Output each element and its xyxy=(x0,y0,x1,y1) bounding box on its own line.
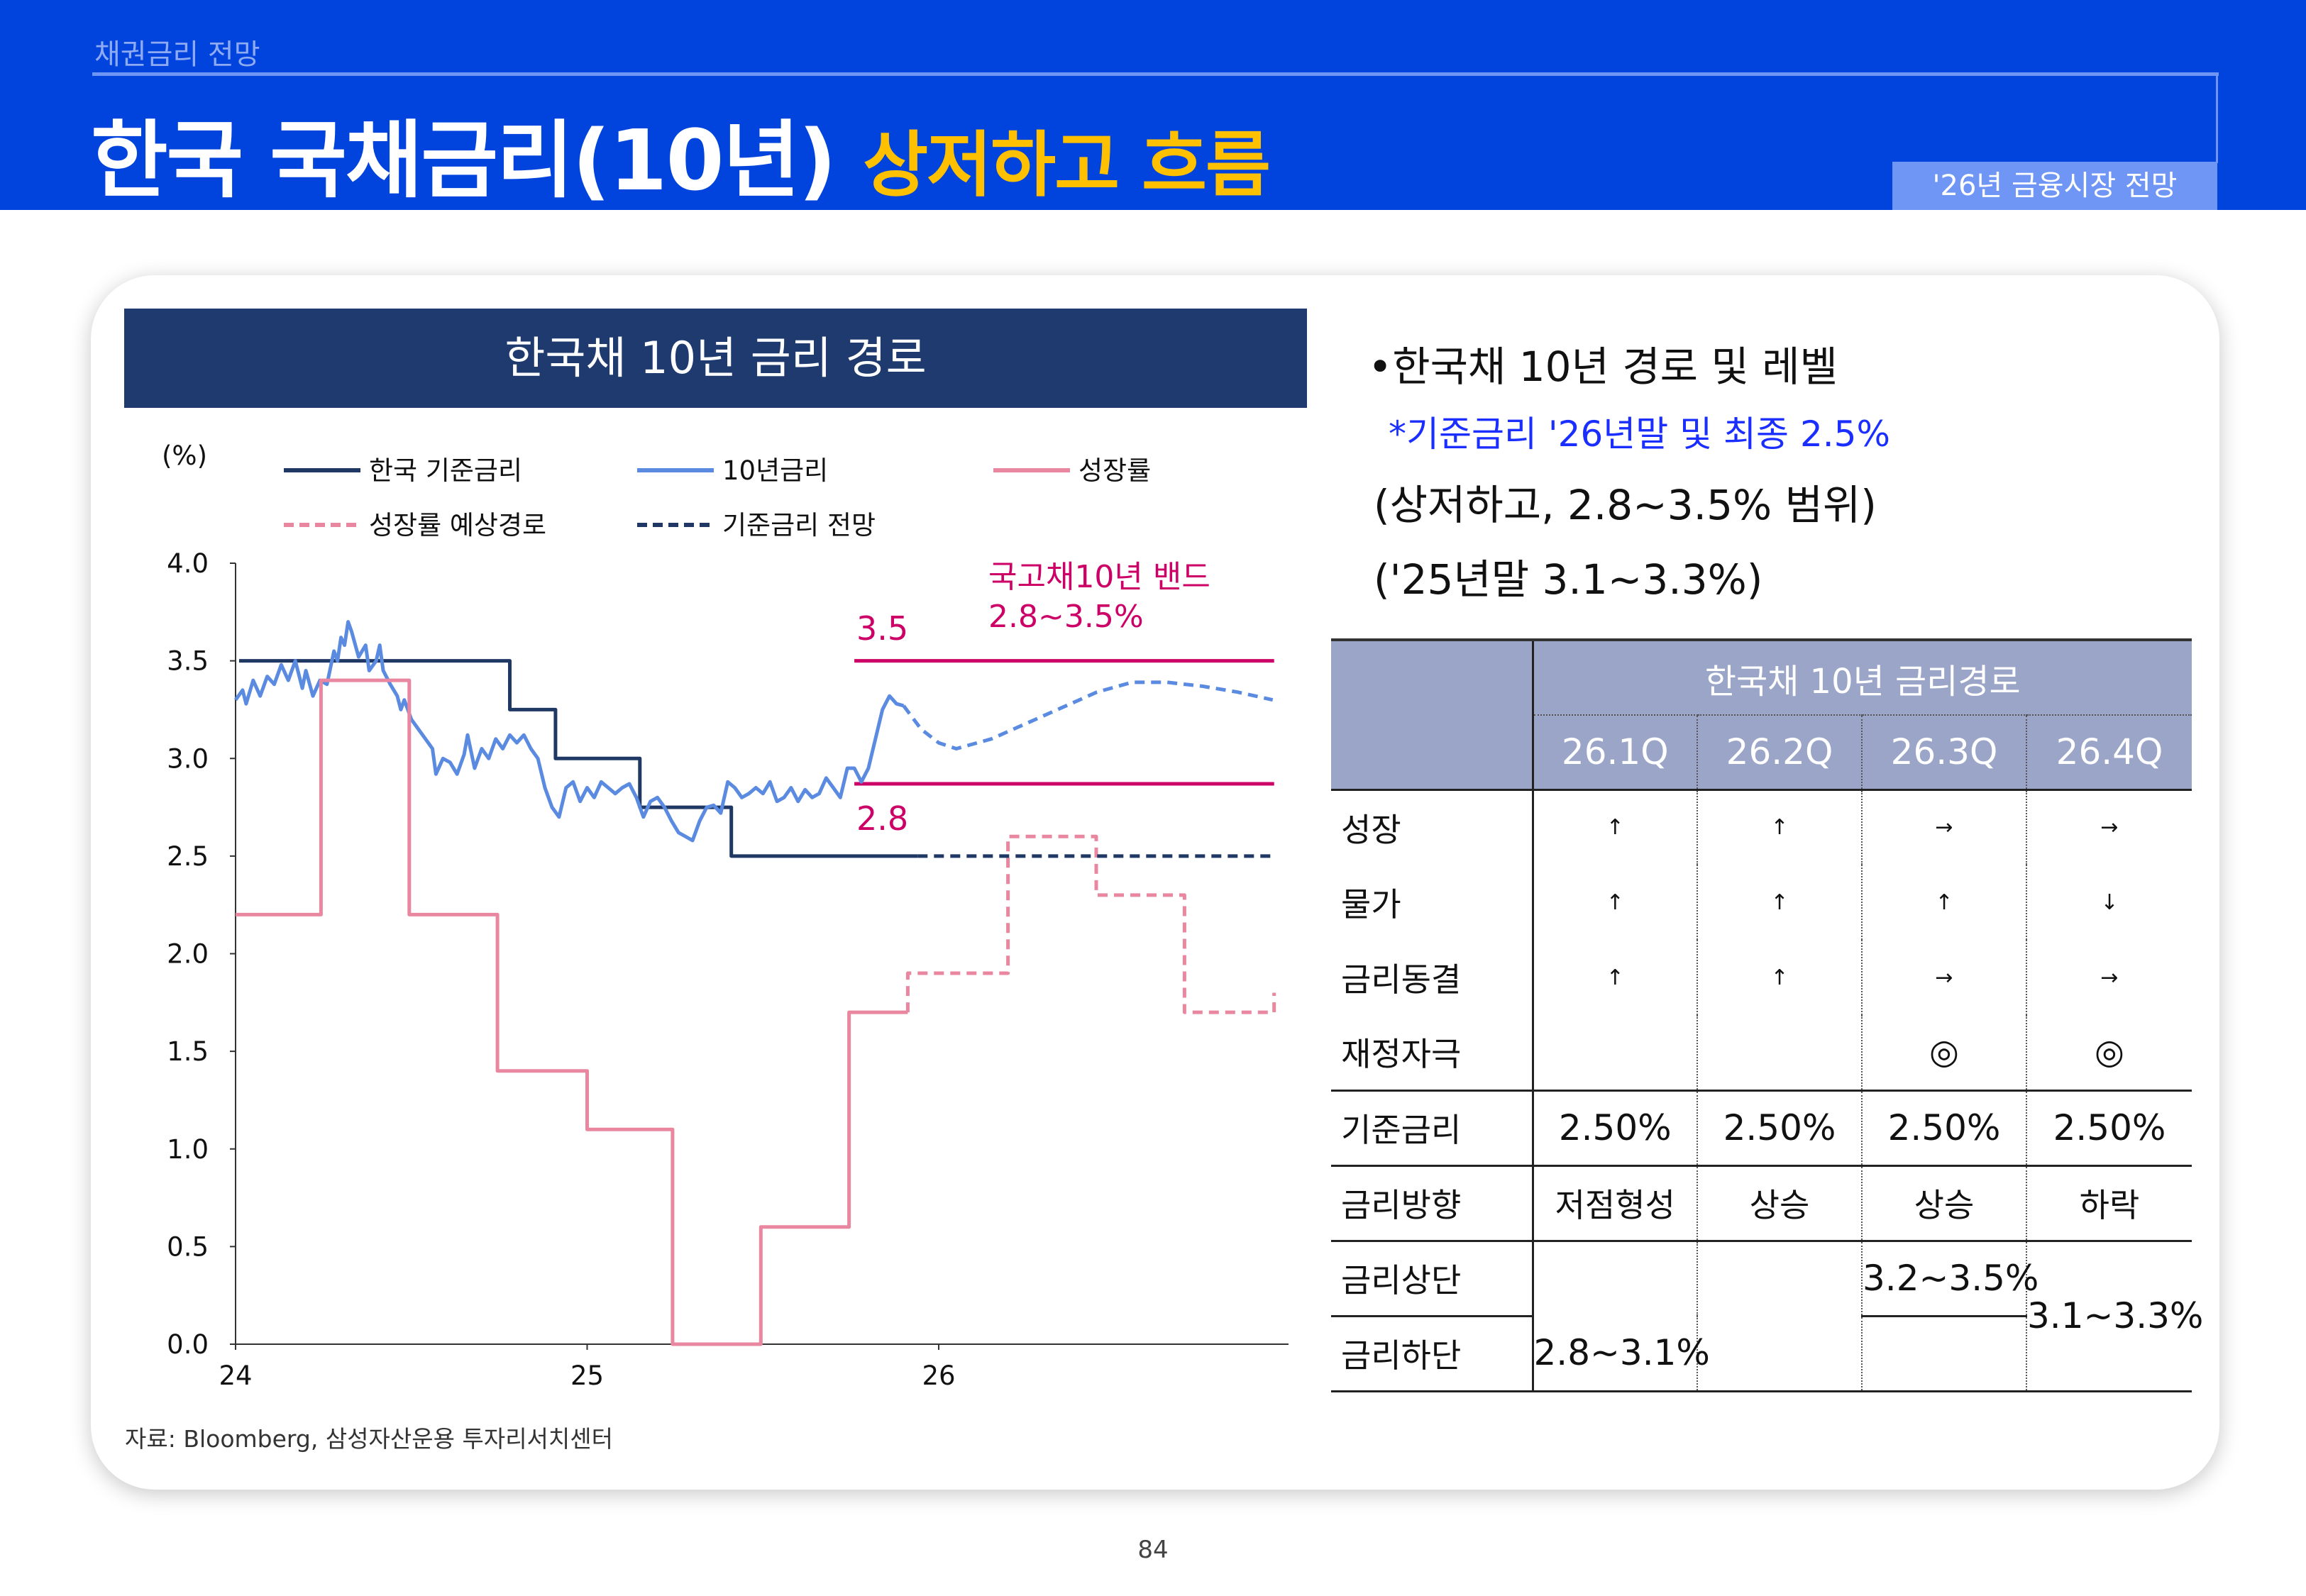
series-line-3 xyxy=(236,678,908,1346)
commentary-note: *기준금리 '26년말 및 최종 2.5% xyxy=(1389,414,1890,455)
commentary-heading: •한국채 10년 경로 및 레벨 xyxy=(1368,343,1838,391)
table-cell xyxy=(1697,1316,1862,1391)
table-cell: 하락 xyxy=(2026,1165,2192,1241)
header-divider xyxy=(92,72,2219,76)
double-circle-icon: ◎ xyxy=(1861,1015,2026,1090)
y-tick-label: 2.5 xyxy=(167,841,209,872)
page-title-main: 한국 국채금리(10년) xyxy=(91,111,837,209)
arrow-up-icon: ↑ xyxy=(1606,890,1624,915)
arrow-up-icon: ↑ xyxy=(1606,815,1624,841)
arrow-right-icon: → xyxy=(1861,940,2026,1015)
table-header-quarter: 26.2Q xyxy=(1697,714,1862,789)
row-label: 금리상단 xyxy=(1331,1241,1534,1317)
page-title: 한국 국채금리(10년) 상저하고 흐름 xyxy=(91,92,1271,214)
y-tick-label: 0.5 xyxy=(167,1231,209,1262)
y-tick-label: 0.0 xyxy=(167,1329,209,1360)
table-title: 한국채 10년 금리경로 xyxy=(1533,640,2192,715)
y-axis-label: (%) xyxy=(162,440,207,471)
y-tick-label: 1.0 xyxy=(167,1134,209,1165)
table-cell xyxy=(1697,1241,1862,1316)
x-tick-label: 26 xyxy=(922,1361,955,1391)
row-label: 물가 xyxy=(1331,865,1534,940)
row-label: 금리하단 xyxy=(1331,1316,1534,1391)
table-header-quarter: 26.1Q xyxy=(1533,714,1697,789)
table-row: 재정자극 ◎ ◎ xyxy=(1331,1015,2192,1090)
y-tick-label: 1.5 xyxy=(167,1036,209,1067)
page-number: 84 xyxy=(1137,1536,1169,1564)
table-row: 물가 ↑ ↑ ↑ ↓ xyxy=(1331,865,2192,940)
series-line-1 xyxy=(233,620,905,843)
table-header-quarter: 26.4Q xyxy=(2026,714,2192,789)
table-header-quarter: 26.3Q xyxy=(1861,714,2026,789)
legend-label: 성장률 xyxy=(1078,455,1151,486)
table-cell: 3.2~3.5% xyxy=(1861,1241,2039,1317)
table-row: 금리하단 2.8~3.1% xyxy=(1331,1316,2192,1391)
table-cell xyxy=(1533,1015,1697,1090)
row-label: 재정자극 xyxy=(1331,1015,1534,1090)
band-title: 국고채10년 밴드 xyxy=(988,559,1210,595)
table-cell: 2.50% xyxy=(1861,1090,2026,1165)
table-cell xyxy=(1533,1241,1697,1316)
y-tick-label: 2.0 xyxy=(167,939,209,970)
table-cell xyxy=(1861,1316,2026,1391)
y-tick-label: 4.0 xyxy=(167,548,209,579)
rate-path-table: 한국채 10년 금리경로 26.1Q 26.2Q 26.3Q 26.4Q 성장 … xyxy=(1331,638,2203,1392)
double-circle-icon: ◎ xyxy=(2026,1015,2192,1090)
table-cell: 2.50% xyxy=(1697,1090,1862,1165)
y-tick-label: 3.5 xyxy=(167,646,209,677)
section-label: 채권금리 전망 xyxy=(94,38,260,71)
table-cell: 2.50% xyxy=(2026,1090,2192,1165)
arrow-down-icon: ↓ xyxy=(2026,865,2192,940)
arrow-up-icon: ↑ xyxy=(1697,865,1862,940)
table-row: 금리상단 3.2~3.5% 3.1~3.3% xyxy=(1331,1241,2203,1391)
table-cell xyxy=(1697,1015,1862,1090)
header-divider-vertical xyxy=(2216,74,2218,163)
chart-title: 한국채 10년 금리 경로 xyxy=(124,309,1307,408)
arrow-up-icon: ↑ xyxy=(1697,940,1862,1015)
x-tick-label: 25 xyxy=(570,1361,604,1391)
x-tick-label: 24 xyxy=(219,1361,252,1391)
arrow-right-icon: → xyxy=(2026,789,2192,865)
row-label: 성장 xyxy=(1331,789,1534,865)
arrow-right-icon: → xyxy=(2026,940,2192,1015)
table-cell-merged: 3.1~3.3% xyxy=(2026,1241,2203,1391)
arrow-up-icon: ↑ xyxy=(1606,965,1624,990)
series-line-0 xyxy=(239,659,918,858)
table-cell: 저점형성 xyxy=(1555,1186,1675,1224)
commentary-range-2025: ('25년말 3.1~3.3%) xyxy=(1374,555,1763,604)
table-cell: 상승 xyxy=(1861,1165,2026,1241)
legend-label: 한국 기준금리 xyxy=(369,455,522,486)
series-line-2 xyxy=(902,680,1274,750)
table-row: 금리동결 ↑ ↑ → → xyxy=(1331,940,2192,1015)
table-cell: 상승 xyxy=(1697,1165,1862,1241)
page-title-highlight: 상저하고 흐름 xyxy=(863,123,1271,206)
row-label: 금리방향 xyxy=(1331,1165,1534,1241)
table-cell: 2.50% xyxy=(1558,1107,1672,1148)
table-row: 기준금리 2.50% 2.50% 2.50% 2.50% xyxy=(1331,1090,2192,1165)
legend-label: 성장률 예상경로 xyxy=(369,510,546,541)
report-badge: '26년 금융시장 전망 xyxy=(1892,162,2217,210)
row-label: 기준금리 xyxy=(1331,1090,1534,1165)
band-range-label: 2.8~3.5% xyxy=(988,599,1144,635)
commentary-range-2026: (상저하고, 2.8~3.5% 범위) xyxy=(1374,481,1877,529)
legend-label: 기준금리 전망 xyxy=(722,510,876,541)
band-upper-label: 3.5 xyxy=(856,609,908,648)
legend-label: 10년금리 xyxy=(722,455,828,486)
table-corner xyxy=(1331,640,1534,789)
band-lower-label: 2.8 xyxy=(856,799,908,838)
arrow-up-icon: ↑ xyxy=(1861,865,2026,940)
arrow-right-icon: → xyxy=(1861,789,2026,865)
arrow-up-icon: ↑ xyxy=(1697,789,1862,865)
row-label: 금리동결 xyxy=(1331,940,1534,1015)
table-cell: 2.8~3.1% xyxy=(1533,1332,1710,1374)
table-row: 금리방향 저점형성 상승 상승 하락 xyxy=(1331,1165,2192,1241)
series-line-4 xyxy=(905,834,1276,1014)
table-row: 성장 ↑ ↑ → → xyxy=(1331,789,2192,865)
chart-source: 자료: Bloomberg, 삼성자산운용 투자리서치센터 xyxy=(125,1425,613,1453)
y-tick-label: 3.0 xyxy=(167,743,209,774)
